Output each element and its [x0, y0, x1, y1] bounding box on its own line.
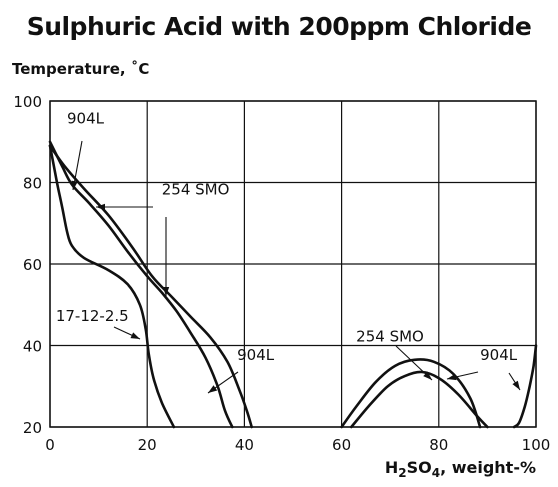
pointer-arrowhead: [162, 287, 170, 296]
pointer-arrowhead: [447, 373, 457, 381]
pointer-arrowhead: [130, 332, 140, 339]
pointer-arrowhead: [512, 380, 520, 390]
annotation-label: 254 SMO: [162, 181, 230, 199]
grid: [49, 100, 537, 428]
curve-904l: [350, 370, 489, 429]
x-axis-label: H2SO4, weight-%: [385, 458, 536, 480]
y-tick-label: 40: [23, 338, 42, 356]
pointer-arrowhead: [423, 371, 432, 380]
annotations: 904L 254 SMO 17-12-2.5 254 SMO 904L 904L: [56, 109, 521, 394]
y-axis-label: Temperature, ˚C: [12, 60, 150, 78]
x-tick-label: 60: [332, 436, 351, 454]
annotation-label: 904L: [67, 109, 105, 127]
curve-254-smo: [340, 358, 482, 429]
y-tick-label: 80: [23, 175, 42, 193]
curve-17-12-2-5: [48, 144, 176, 429]
pointer-arrowhead: [208, 385, 218, 393]
y-tick-label: 20: [23, 419, 42, 437]
y-tick-label: 100: [13, 93, 42, 111]
x-tick-label: 20: [138, 436, 157, 454]
pointer-arrowhead: [96, 203, 105, 211]
x-tick-label: 80: [429, 436, 448, 454]
pointer-arrowhead: [71, 180, 78, 190]
annotation-label: 17-12-2.5: [56, 307, 129, 325]
x-tick-label: 0: [45, 436, 55, 454]
y-tick-label: 60: [23, 256, 42, 274]
chart-title: Sulphuric Acid with 200ppm Chloride: [26, 12, 532, 41]
annotation-label: 904L: [480, 346, 518, 364]
curve-904l: [512, 344, 538, 429]
annotation-label: 904L: [237, 346, 275, 364]
curve-254-smo: [48, 144, 253, 429]
plot-frame: [49, 100, 537, 428]
curves: [48, 140, 538, 429]
x-tick-label: 40: [235, 436, 254, 454]
x-tick-label: 100: [522, 436, 551, 454]
annotation-label: 254 SMO: [356, 327, 424, 345]
